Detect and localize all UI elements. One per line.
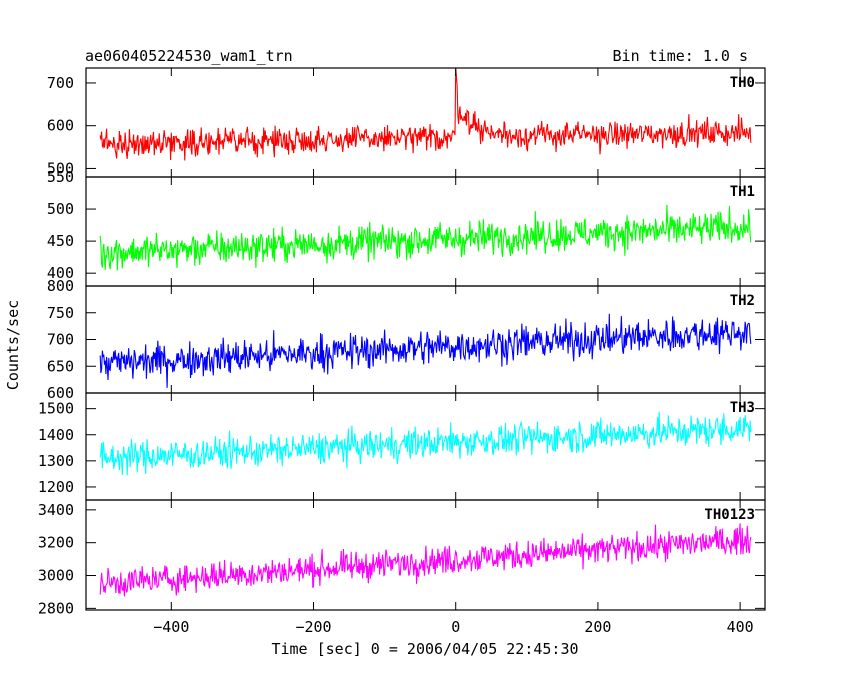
chart-title: ae060405224530_wam1_trn — [85, 47, 293, 65]
series-line-th0123 — [99, 523, 752, 597]
y-tick-label: 800 — [47, 277, 74, 295]
y-tick-label: 1400 — [38, 426, 74, 444]
series-line-th0 — [99, 68, 752, 161]
panel-frame-th1 — [85, 176, 766, 287]
y-tick-label: 450 — [47, 232, 74, 250]
y-tick-label: 500 — [47, 159, 74, 177]
x-tick-label: −400 — [153, 618, 189, 636]
y-tick-label: 500 — [47, 200, 74, 218]
y-tick-label: 550 — [47, 168, 74, 186]
y-tick-label: 1500 — [38, 400, 74, 418]
y-tick-label: 600 — [47, 384, 74, 402]
series-label-th2: TH2 — [730, 293, 755, 309]
y-tick-label: 1200 — [38, 478, 74, 496]
y-tick-label: 1300 — [38, 452, 74, 470]
x-tick-label: −200 — [295, 618, 331, 636]
bin-time-label: Bin time: 1.0 s — [613, 47, 748, 65]
y-tick-label: 3400 — [38, 501, 74, 519]
y-axis-label: Counts/sec — [4, 300, 22, 390]
x-axis-label: Time [sec] 0 = 2006/04/05 22:45:30 — [271, 640, 578, 658]
y-tick-label: 2800 — [38, 599, 74, 617]
y-tick-label: 600 — [47, 117, 74, 135]
x-tick-label: 400 — [727, 618, 754, 636]
x-tick-label: 200 — [584, 618, 611, 636]
y-tick-label: 400 — [47, 264, 74, 282]
y-tick-label: 700 — [47, 331, 74, 349]
series-label-th1: TH1 — [730, 184, 755, 200]
y-tick-label: 3000 — [38, 567, 74, 585]
x-tick-label: 0 — [451, 618, 460, 636]
series-line-th1 — [99, 204, 752, 271]
y-tick-label: 650 — [47, 357, 74, 375]
panel-frame-th0123 — [85, 499, 766, 611]
y-tick-label: 3200 — [38, 534, 74, 552]
series-label-th3: TH3 — [730, 400, 755, 416]
series-line-th2 — [99, 313, 752, 388]
series-line-th3 — [99, 411, 752, 476]
y-tick-label: 700 — [47, 74, 74, 92]
series-label-th0123: TH0123 — [704, 507, 755, 523]
panel-frame-th0 — [85, 67, 766, 178]
y-tick-label: 750 — [47, 304, 74, 322]
series-label-th0: TH0 — [730, 75, 755, 91]
